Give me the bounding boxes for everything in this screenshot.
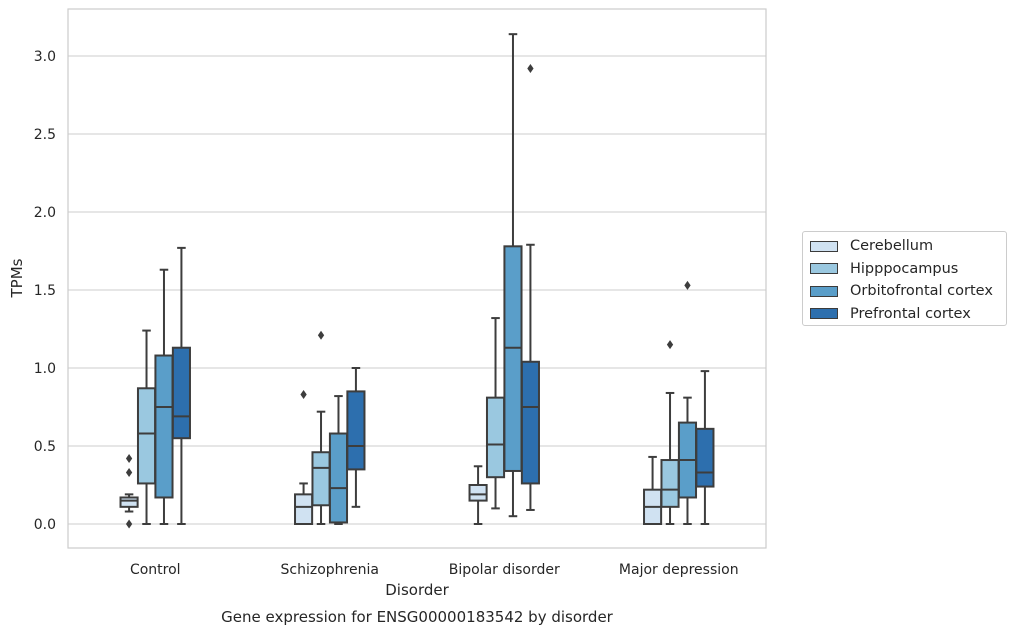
y-tick-label: 1.5: [34, 283, 56, 299]
box-iqr: [660, 459, 680, 508]
x-tick-label: Bipolar disorder: [449, 562, 560, 578]
box-hipppocampus: [485, 317, 506, 510]
y-tick-label: 0.0: [34, 517, 56, 533]
y-tick-label: 0.5: [34, 439, 56, 455]
outlier-point: [125, 453, 133, 463]
x-tick-label: Major depression: [619, 562, 739, 578]
legend-swatch: [810, 240, 838, 252]
y-axis-label: TPMs: [8, 258, 26, 298]
outlier-point: [317, 330, 325, 340]
box-orbitofrontal-cortex: [328, 395, 349, 525]
box-prefrontal-cortex: [520, 63, 540, 511]
outlier-point: [666, 340, 674, 350]
legend-swatch: [810, 285, 838, 297]
box-prefrontal-cortex: [695, 370, 715, 525]
box-hipppocampus: [136, 329, 157, 525]
legend-label: Hipppocampus: [850, 260, 959, 277]
legend: Cerebellum Hipppocampus Orbitofrontal cort…: [802, 231, 1007, 326]
legend-swatch: [810, 263, 838, 275]
box-orbitofrontal-cortex: [154, 268, 174, 525]
y-tick-label: 2.0: [34, 205, 56, 221]
box-iqr: [328, 432, 349, 524]
chart-caption: Gene expression for ENSG00000183542 by d…: [221, 608, 614, 626]
outlier-point: [125, 519, 133, 529]
legend-label: Orbitofrontal cortex: [850, 283, 993, 300]
y-tick-label: 3.0: [34, 49, 56, 65]
box-iqr: [294, 493, 314, 525]
box-hipppocampus: [311, 330, 331, 525]
x-tick-label: Control: [130, 562, 181, 578]
plot-area-frame: [67, 8, 767, 549]
box-iqr: [119, 496, 139, 508]
box-cerebellum: [294, 390, 314, 525]
box-cerebellum: [468, 465, 488, 525]
box-orbitofrontal-cortex: [677, 280, 698, 525]
outlier-point: [527, 63, 534, 73]
x-axis-ticks: Control Schizophrenia Bipolar disorder Majo…: [130, 562, 739, 578]
box-iqr: [154, 354, 174, 499]
box-iqr: [346, 390, 366, 471]
box-orbitofrontal-cortex: [503, 33, 523, 518]
legend-label: Prefrontal cortex: [850, 305, 971, 322]
box-iqr: [136, 387, 157, 485]
box-cerebellum: [119, 453, 139, 529]
box-iqr: [520, 360, 540, 485]
y-tick-label: 1.0: [34, 361, 56, 377]
box-iqr: [503, 245, 523, 472]
box-iqr: [695, 427, 715, 488]
legend-item: Orbitofrontal cortex: [803, 280, 1006, 303]
box-iqr: [485, 396, 506, 479]
legend-label: Cerebellum: [850, 238, 934, 255]
box-prefrontal-cortex: [346, 367, 366, 508]
outlier-point: [125, 468, 133, 478]
outlier-point: [300, 390, 307, 400]
y-axis-ticks: 0.0 0.5 1.0 1.5 2.0 2.5 3.0: [34, 49, 56, 533]
legend-item: Cerebellum: [803, 235, 1006, 258]
box-prefrontal-cortex: [171, 246, 191, 525]
box-iqr: [468, 484, 488, 502]
x-axis-label: Disorder: [385, 581, 449, 599]
y-tick-label: 2.5: [34, 127, 56, 143]
outlier-point: [684, 280, 691, 290]
legend-item: Hipppocampus: [803, 258, 1006, 281]
x-tick-label: Schizophrenia: [281, 562, 379, 578]
box-iqr: [171, 346, 191, 440]
legend-item: Prefrontal cortex: [803, 303, 1006, 326]
legend-swatch: [810, 308, 838, 320]
box-cerebellum: [643, 455, 663, 525]
box-iqr: [311, 451, 331, 507]
boxes: [119, 33, 715, 529]
